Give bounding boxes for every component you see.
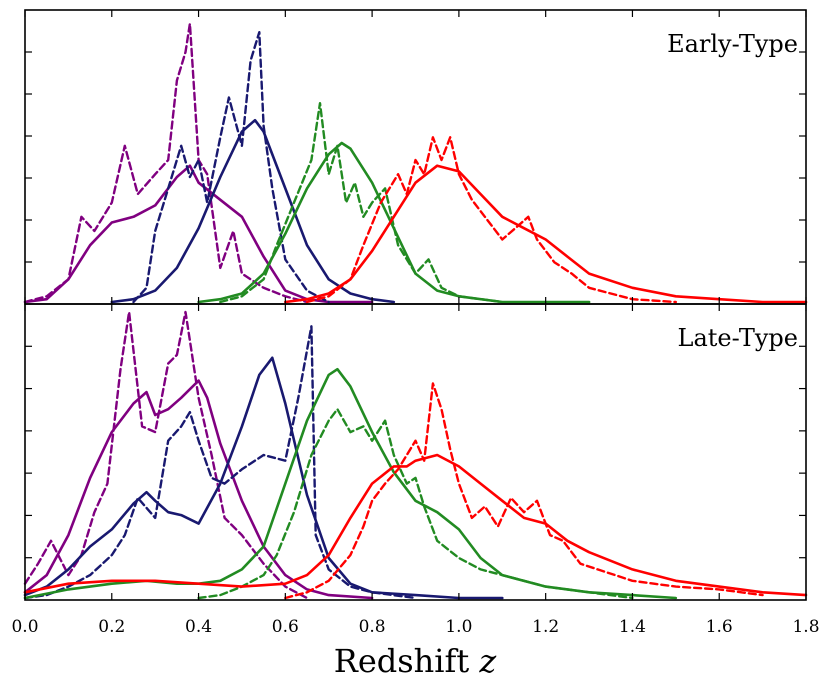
series-purple-solid [23, 164, 374, 304]
series-green-dashed [219, 102, 504, 304]
x-tick-label: 0.0 [11, 617, 38, 637]
x-tick-label: 1.4 [619, 617, 646, 637]
x-tick-label: 0.6 [272, 617, 299, 637]
x-tick-label: 1.8 [792, 617, 819, 637]
panel-frame [24, 303, 807, 601]
series-navy-dashed [23, 325, 417, 600]
series-navy-solid [23, 356, 504, 600]
series-purple-dashed [23, 310, 309, 600]
panel-late-type: Late-Type [23, 303, 808, 601]
series-red-dashed [284, 382, 764, 600]
x-tick-label: 1.6 [706, 617, 733, 637]
x-tick-label: 0.4 [185, 617, 212, 637]
panels-layer: Early-Type Late-Type [23, 9, 808, 601]
x-tick-label: 1.0 [445, 617, 472, 637]
series-navy-solid [110, 118, 396, 304]
series-red-solid [284, 164, 808, 304]
series-navy-dashed [132, 31, 330, 304]
x-tick-label: 0.8 [359, 617, 386, 637]
series-purple-dashed [23, 22, 309, 304]
x-tick-label: 1.2 [532, 617, 559, 637]
x-axis: 0.0 0.2 0.4 0.6 0.8 1.0 1.2 1.4 1.6 1.8 [11, 617, 819, 637]
panel-early-type: Early-Type [23, 9, 808, 305]
panel-title: Early-Type [667, 30, 798, 58]
x-tick-label: 0.2 [98, 617, 125, 637]
series-red-solid [23, 453, 808, 597]
x-axis-label: Redshift z [334, 642, 498, 680]
panel-title: Late-Type [678, 324, 798, 352]
series-red-dashed [305, 136, 677, 304]
series-green-dashed [197, 408, 634, 600]
series-purple-solid [23, 379, 374, 600]
series-green-solid [23, 367, 678, 600]
